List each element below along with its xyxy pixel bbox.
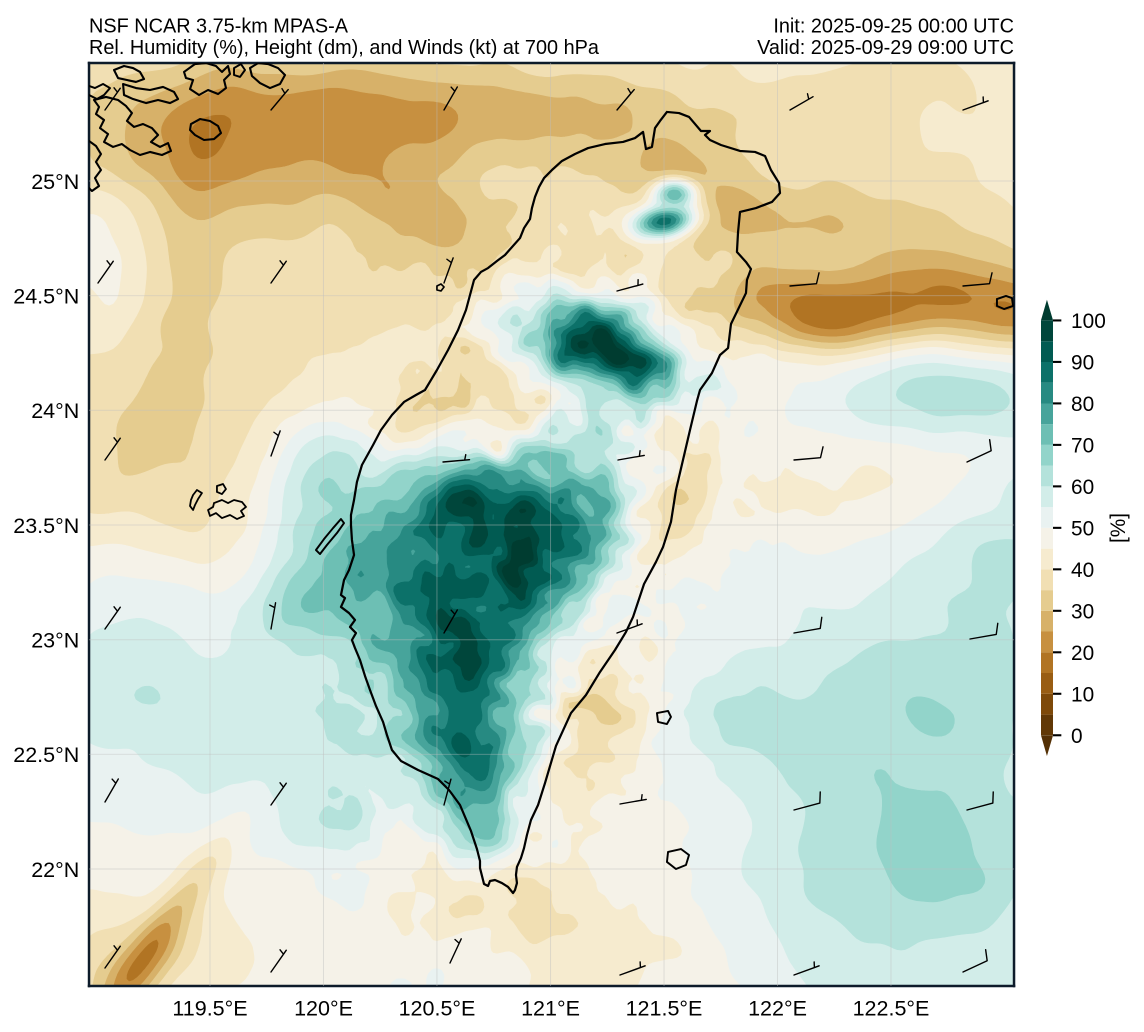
svg-text:[%]: [%] (1107, 513, 1130, 543)
svg-text:122.5°E: 122.5°E (853, 996, 930, 1020)
svg-text:10: 10 (1071, 683, 1094, 706)
svg-text:90: 90 (1071, 351, 1094, 374)
svg-text:23°N: 23°N (31, 629, 79, 653)
svg-text:100: 100 (1071, 310, 1106, 333)
svg-text:30: 30 (1071, 600, 1094, 623)
svg-text:120.5°E: 120.5°E (399, 996, 476, 1020)
svg-text:NSF NCAR 3.75-km MPAS-A: NSF NCAR 3.75-km MPAS-A (89, 16, 349, 38)
svg-text:50: 50 (1071, 517, 1094, 540)
svg-text:40: 40 (1071, 559, 1094, 582)
svg-text:70: 70 (1071, 434, 1094, 457)
svg-text:Valid: 2025-09-29 09:00 UTC: Valid: 2025-09-29 09:00 UTC (757, 37, 1014, 59)
svg-text:22°N: 22°N (31, 858, 79, 882)
svg-text:122°E: 122°E (748, 996, 807, 1020)
svg-text:0: 0 (1071, 725, 1083, 748)
svg-text:24.5°N: 24.5°N (13, 285, 79, 309)
svg-text:60: 60 (1071, 476, 1094, 499)
svg-text:24°N: 24°N (31, 399, 79, 423)
svg-text:119.5°E: 119.5°E (172, 996, 247, 1020)
svg-text:121.5°E: 121.5°E (626, 996, 703, 1020)
svg-text:120°E: 120°E (294, 996, 353, 1020)
svg-text:80: 80 (1071, 393, 1094, 416)
svg-text:121°E: 121°E (521, 996, 580, 1020)
svg-text:25°N: 25°N (31, 170, 79, 194)
svg-text:23.5°N: 23.5°N (13, 514, 79, 538)
svg-text:Init: 2025-09-25 00:00 UTC: Init: 2025-09-25 00:00 UTC (773, 16, 1014, 38)
svg-text:20: 20 (1071, 642, 1094, 665)
svg-text:22.5°N: 22.5°N (13, 743, 79, 767)
svg-text:Rel. Humidity (%), Height (dm): Rel. Humidity (%), Height (dm), and Wind… (89, 37, 600, 59)
